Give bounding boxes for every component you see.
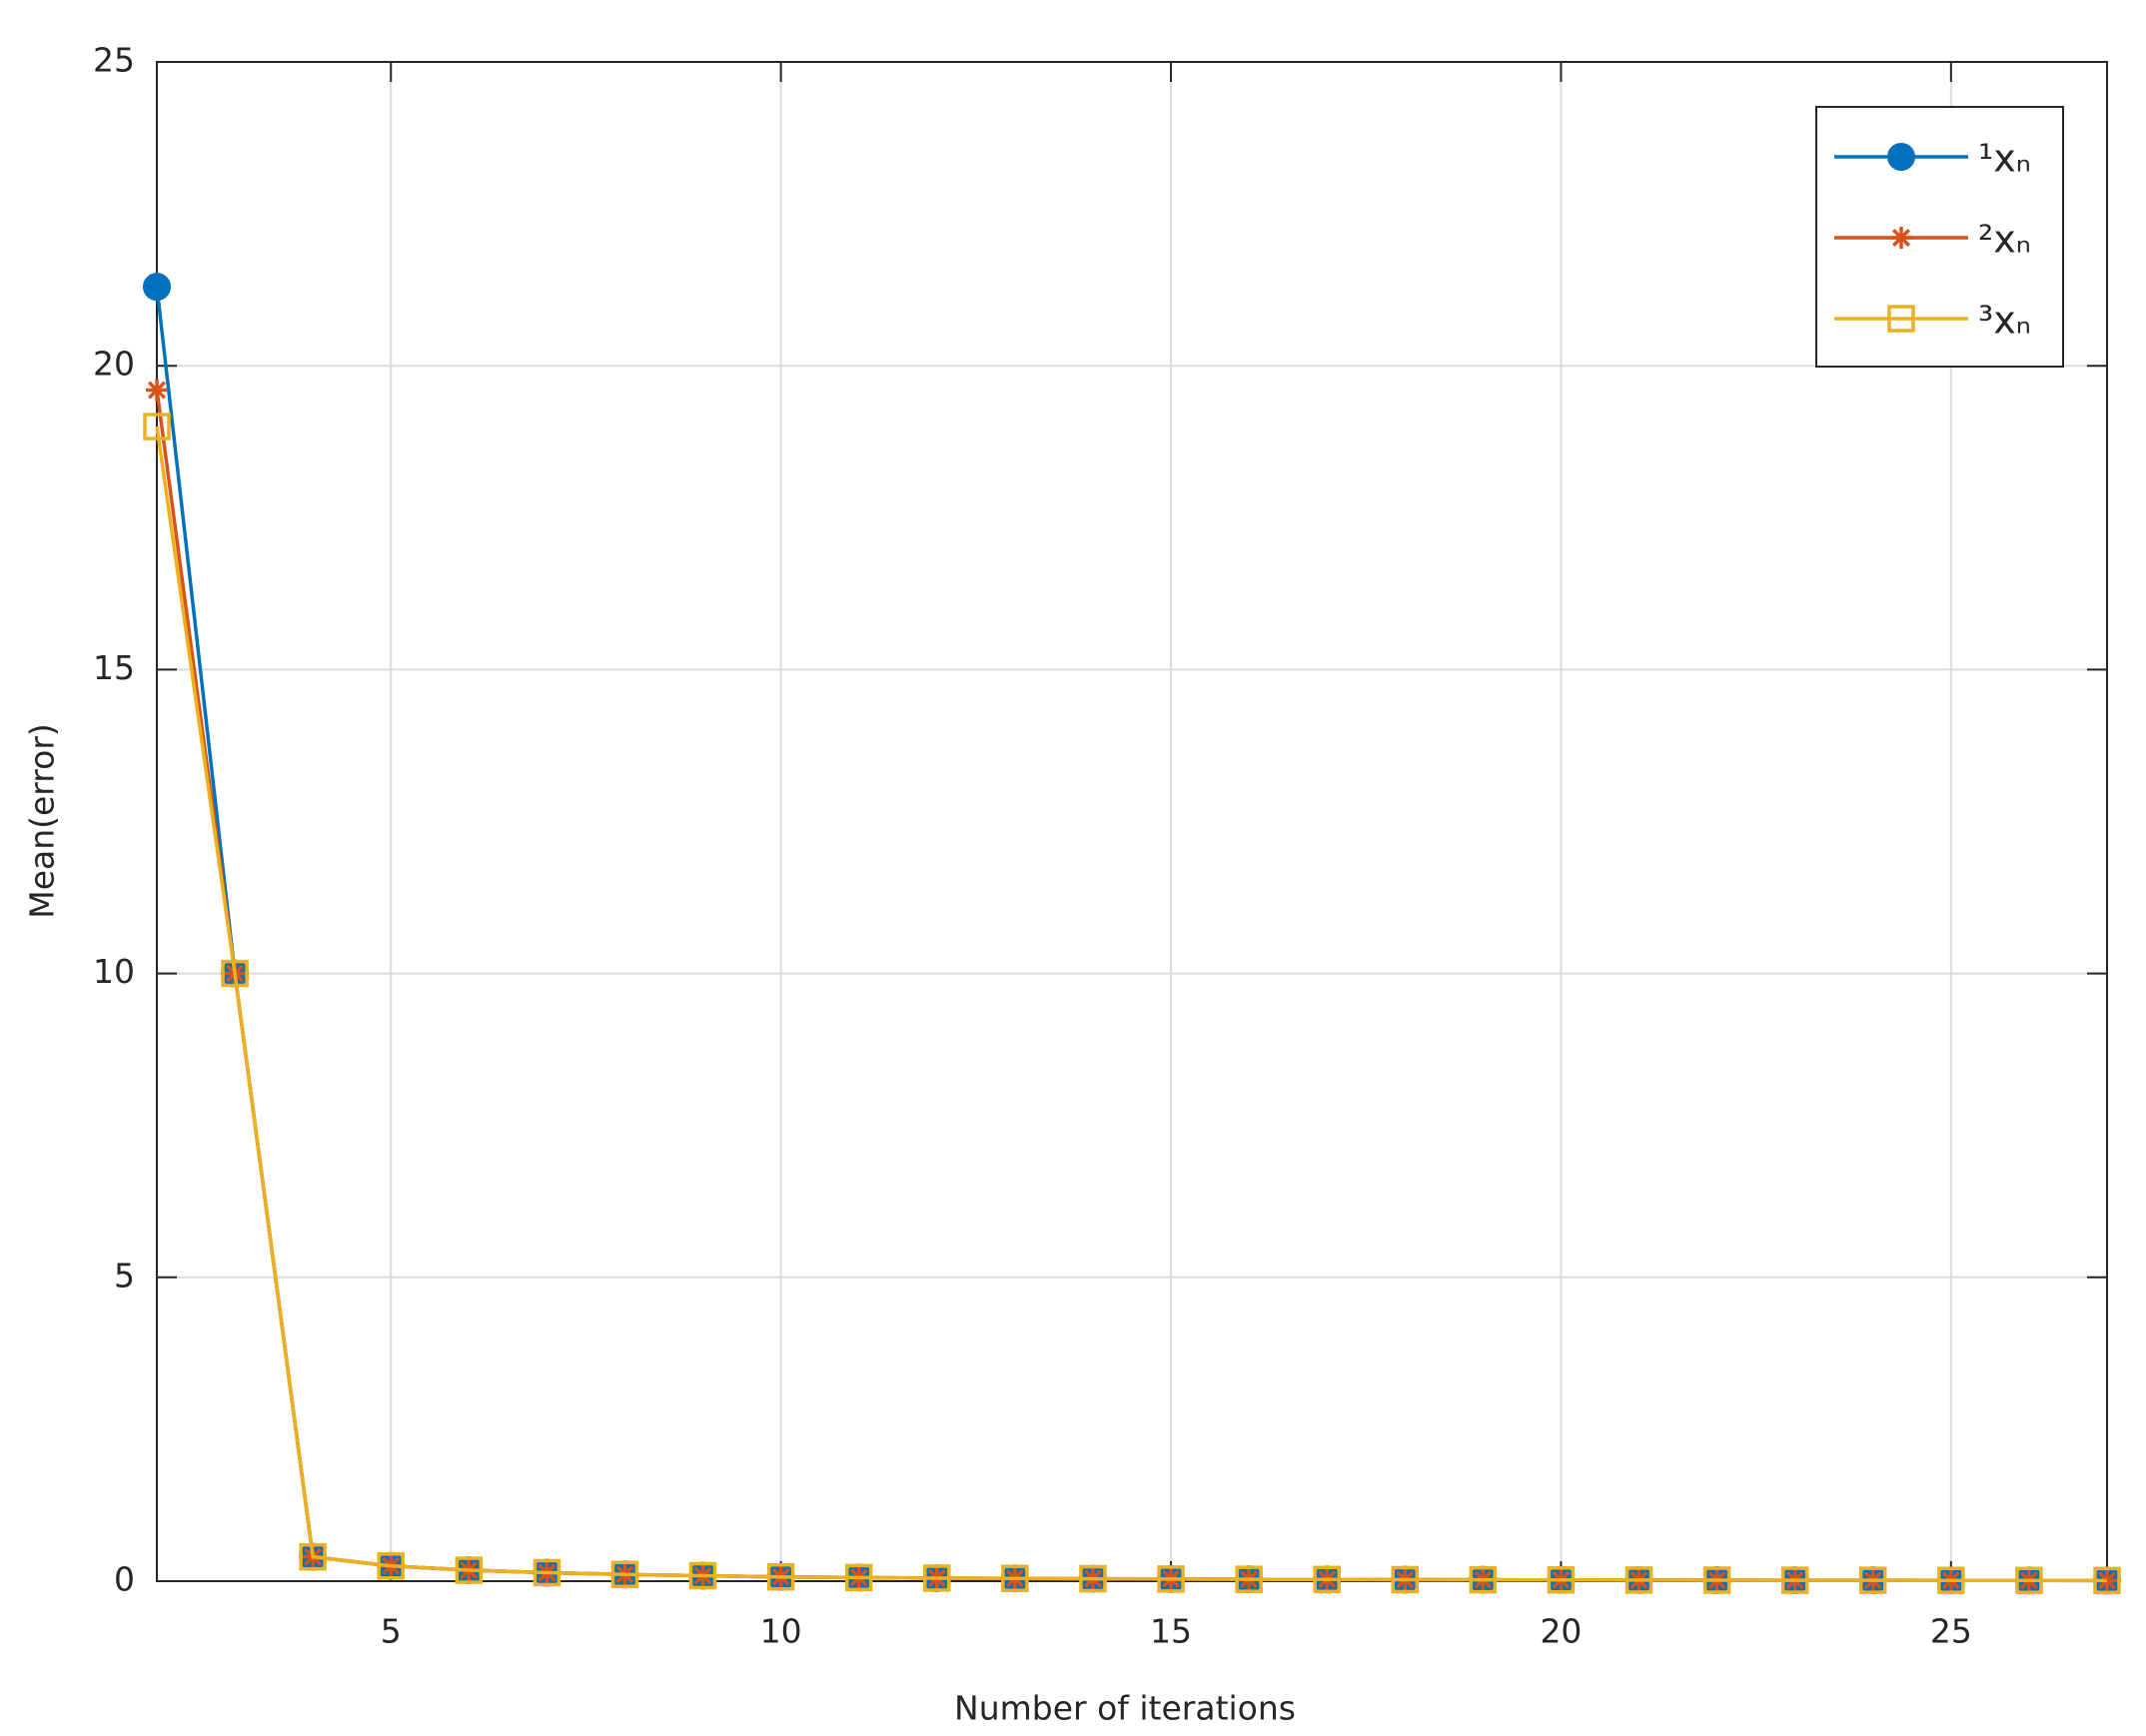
marker (1937, 1566, 1965, 1594)
marker (1547, 1566, 1576, 1594)
y-tick-label: 10 (93, 952, 135, 991)
marker (1313, 1565, 1341, 1594)
marker (1702, 1566, 1731, 1594)
marker (1001, 1564, 1029, 1593)
x-tick-label: 20 (1540, 1612, 1582, 1651)
marker (766, 1562, 795, 1591)
x-tick-label: 25 (1930, 1612, 1972, 1651)
x-tick-label: 10 (760, 1612, 802, 1651)
marker (143, 273, 171, 302)
marker (455, 1556, 484, 1584)
marker (1235, 1565, 1263, 1593)
marker (1469, 1565, 1498, 1594)
marker (146, 379, 168, 402)
marker (1859, 1566, 1887, 1594)
marker (1780, 1566, 1809, 1594)
legend-label: ³xₙ (1978, 299, 2031, 343)
marker (688, 1561, 717, 1590)
x-axis-label: Number of iterations (954, 1689, 1296, 1728)
x-tick-label: 5 (381, 1612, 402, 1651)
marker (221, 959, 249, 988)
y-axis-label: Mean(error) (23, 723, 62, 919)
marker (533, 1558, 561, 1587)
marker (1079, 1564, 1107, 1593)
x-tick-label: 15 (1150, 1612, 1192, 1651)
marker (1887, 143, 1915, 171)
y-tick-label: 0 (114, 1560, 135, 1599)
marker (2093, 1566, 2121, 1595)
marker (1887, 305, 1915, 333)
marker (299, 1542, 327, 1571)
y-tick-label: 15 (93, 648, 135, 687)
y-tick-label: 5 (114, 1256, 135, 1295)
marker (143, 413, 171, 440)
marker (1624, 1566, 1653, 1594)
plot-frame (156, 61, 2108, 1582)
marker (844, 1563, 873, 1592)
marker (2015, 1566, 2043, 1595)
legend-label: ²xₙ (1978, 218, 2031, 262)
legend-label: ¹xₙ (1978, 137, 2031, 181)
plot-area (157, 62, 2107, 1581)
y-tick-label: 20 (93, 345, 135, 384)
marker (1890, 227, 1912, 249)
marker (1391, 1565, 1420, 1594)
y-tick-label: 25 (93, 41, 135, 80)
marker (1157, 1565, 1185, 1593)
marker (377, 1552, 405, 1580)
marker (923, 1564, 951, 1592)
marker (610, 1560, 639, 1589)
legend: ¹xₙ ²xₙ ³xₙ (1815, 106, 2064, 368)
